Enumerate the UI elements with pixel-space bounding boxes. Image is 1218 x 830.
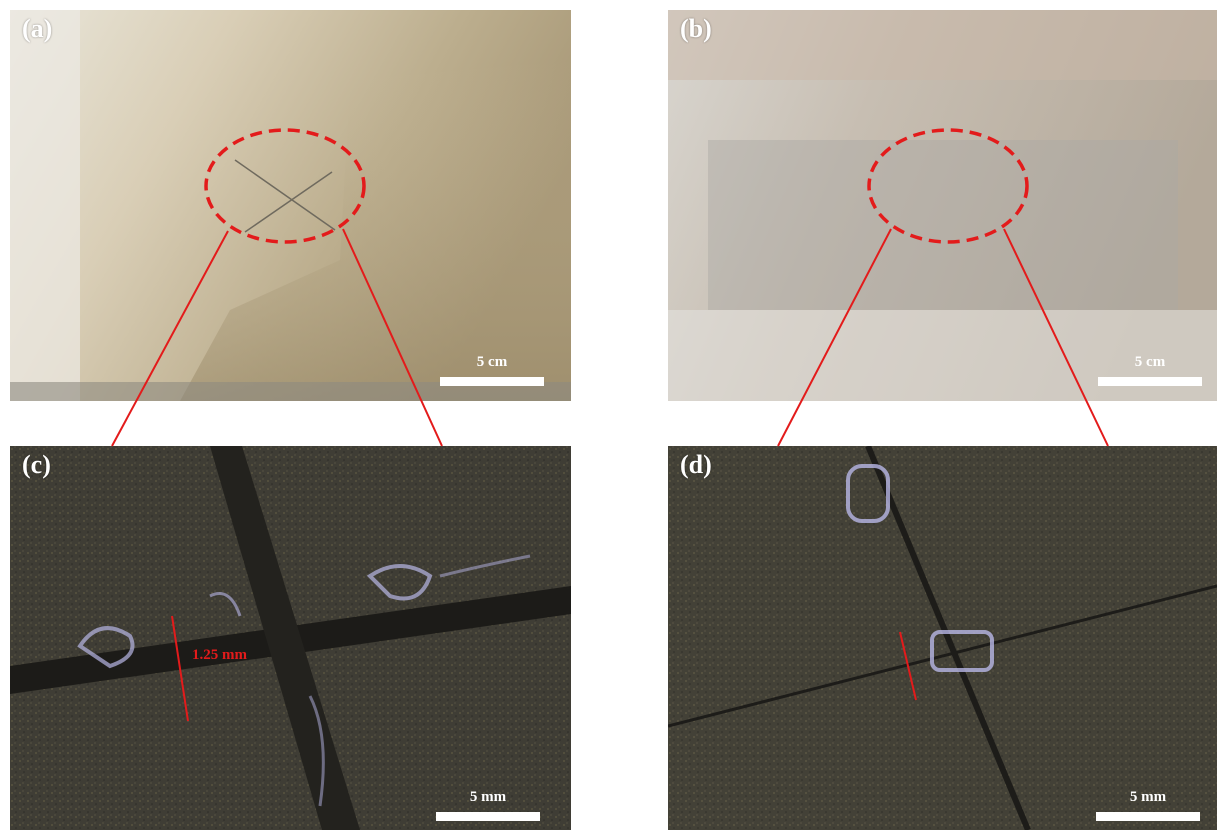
scale-bar-label: 5 mm	[469, 789, 507, 805]
scale-bar-a: 5 cm	[440, 354, 544, 386]
photo-panel-b: (b) 5 cm	[668, 10, 1217, 401]
scale-bar-label: 5 cm	[1134, 354, 1166, 370]
width-measurement-label: 1.25 mm	[192, 647, 247, 663]
panel-label-b: (b)	[680, 14, 712, 43]
scratch-line	[668, 584, 1217, 728]
coated-sample-photo-b	[668, 10, 1217, 401]
micrograph-c	[10, 446, 571, 830]
panel-label-d: (d)	[680, 450, 712, 479]
scale-bar-d: 5 mm	[1096, 789, 1200, 821]
scale-bar-line	[440, 377, 544, 386]
photo-panel-a: (a) 5 cm	[10, 10, 571, 401]
micrograph-d	[668, 446, 1217, 830]
micrograph-panel-d: (d) 5 mm	[668, 446, 1217, 830]
panel-label-c: (c)	[22, 450, 51, 479]
scale-bar-line	[436, 812, 540, 821]
scale-bar-label: 5 mm	[1129, 789, 1167, 805]
width-marker	[899, 631, 917, 701]
width-marker	[171, 615, 189, 722]
scale-bar-label: 5 cm	[476, 354, 508, 370]
scale-bar-line	[1096, 812, 1200, 821]
scale-bar-line	[1098, 377, 1202, 386]
micrograph-panel-c: (c) 1.25 mm 5 mm	[10, 446, 571, 830]
panel-label-a: (a)	[22, 14, 53, 43]
scratch-line	[865, 446, 1031, 830]
scale-bar-b: 5 cm	[1098, 354, 1202, 386]
coated-sample-photo-a	[10, 10, 571, 401]
scale-bar-c: 5 mm	[436, 789, 540, 821]
